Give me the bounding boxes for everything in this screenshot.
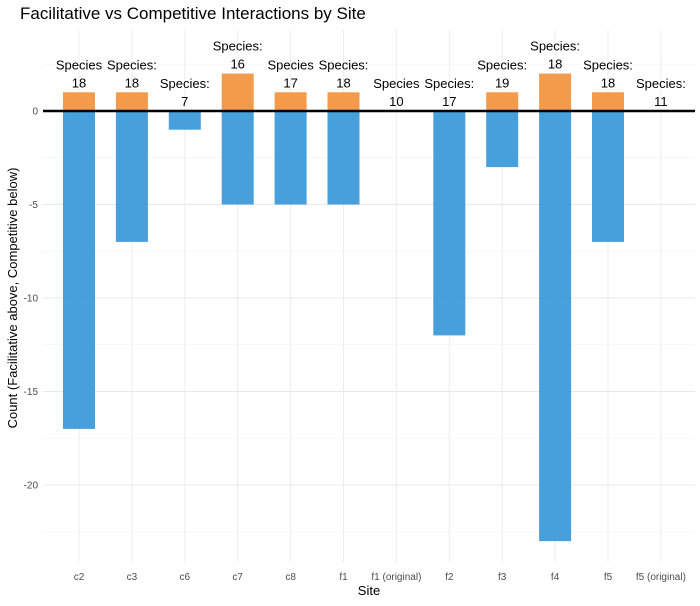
x-axis-ticks: c2 c3 c6 c7 c8 f1 f1 (original) f2 f3 f4 f5 f5 (ori… (74, 572, 686, 583)
x-tick-label: f1 (original) (371, 572, 421, 583)
bar-competitive (433, 111, 466, 336)
bar-facilitative (115, 92, 148, 111)
bar-label-value: 17 (442, 94, 456, 109)
bar-competitive (539, 111, 572, 542)
bar-label-prefix: Species (373, 76, 420, 91)
bar-label-value: 11 (654, 94, 668, 109)
y-tick-label: -10 (24, 294, 39, 305)
bar-facilitative (486, 92, 519, 111)
chart-title: Facilitative vs Competitive Interactions… (20, 4, 366, 23)
bar-competitive (168, 111, 201, 130)
bar-facilitative (63, 92, 95, 111)
bar-label-prefix: Species: (583, 57, 633, 72)
x-tick-label: f5 (604, 572, 613, 583)
x-tick-label: c7 (232, 572, 243, 583)
y-tick-label: -15 (24, 387, 39, 398)
y-tick-label: -5 (29, 200, 38, 211)
bar-facilitative (327, 92, 360, 111)
bar-label-prefix: Species: (530, 39, 580, 54)
x-tick-label: f2 (445, 572, 454, 583)
y-tick-label: 0 (32, 107, 38, 118)
x-axis-title: Site (358, 583, 380, 598)
bar-competitive (115, 111, 148, 242)
bar-label-prefix: Species: (424, 76, 474, 91)
bar-label-value: 18 (125, 75, 139, 90)
bar-label-prefix: Species: (477, 57, 527, 72)
bar-label-value: 18 (336, 75, 350, 90)
x-tick-label: f1 (339, 572, 348, 583)
x-tick-label: c6 (180, 572, 191, 583)
bar-label-prefix: Species: (107, 57, 157, 72)
bar-competitive (221, 111, 254, 205)
bar-facilitative (221, 73, 254, 111)
bar-label-value: 17 (283, 75, 297, 90)
bar-competitive (274, 111, 307, 205)
bar-competitive (486, 111, 519, 168)
bar-competitive (327, 111, 360, 205)
bar-label-prefix: Species: (213, 39, 263, 54)
bar-competitive (592, 111, 624, 242)
bar-facilitative (274, 92, 307, 111)
bar-label-prefix: Species (267, 57, 314, 72)
bar-label-prefix: Species: (160, 76, 210, 91)
y-tick-label: -20 (24, 481, 39, 492)
bar-label-value: 10 (389, 94, 403, 109)
bar-label-value: 7 (181, 94, 188, 109)
x-tick-label: c3 (127, 572, 138, 583)
x-tick-label: c2 (74, 572, 85, 583)
bar-competitive (63, 111, 95, 429)
bar-facilitative (539, 73, 572, 111)
bar-label-value: 18 (72, 75, 86, 90)
bar-label-value: 19 (495, 75, 509, 90)
bar-label-prefix: Species: (636, 76, 686, 91)
bar-label-value: 16 (230, 57, 244, 72)
x-tick-label: c8 (285, 572, 296, 583)
y-axis-title: Count (Facilitative above, Competitive b… (5, 168, 20, 429)
bar-label-prefix: Species (56, 57, 103, 72)
bar-labels: Species 18 Species: 18 Species: 7 Species: 16 Sp… (56, 39, 686, 109)
x-tick-label: f4 (551, 572, 560, 583)
bar-label-prefix: Species: (319, 57, 369, 72)
y-axis-ticks: 0 -5 -10 -15 -20 (24, 107, 39, 492)
x-tick-label: f5 (original) (636, 572, 686, 583)
x-tick-label: f3 (498, 572, 507, 583)
bar-label-value: 18 (548, 57, 562, 72)
bar-facilitative (592, 92, 624, 111)
bars (63, 73, 624, 542)
bar-label-value: 18 (601, 75, 615, 90)
